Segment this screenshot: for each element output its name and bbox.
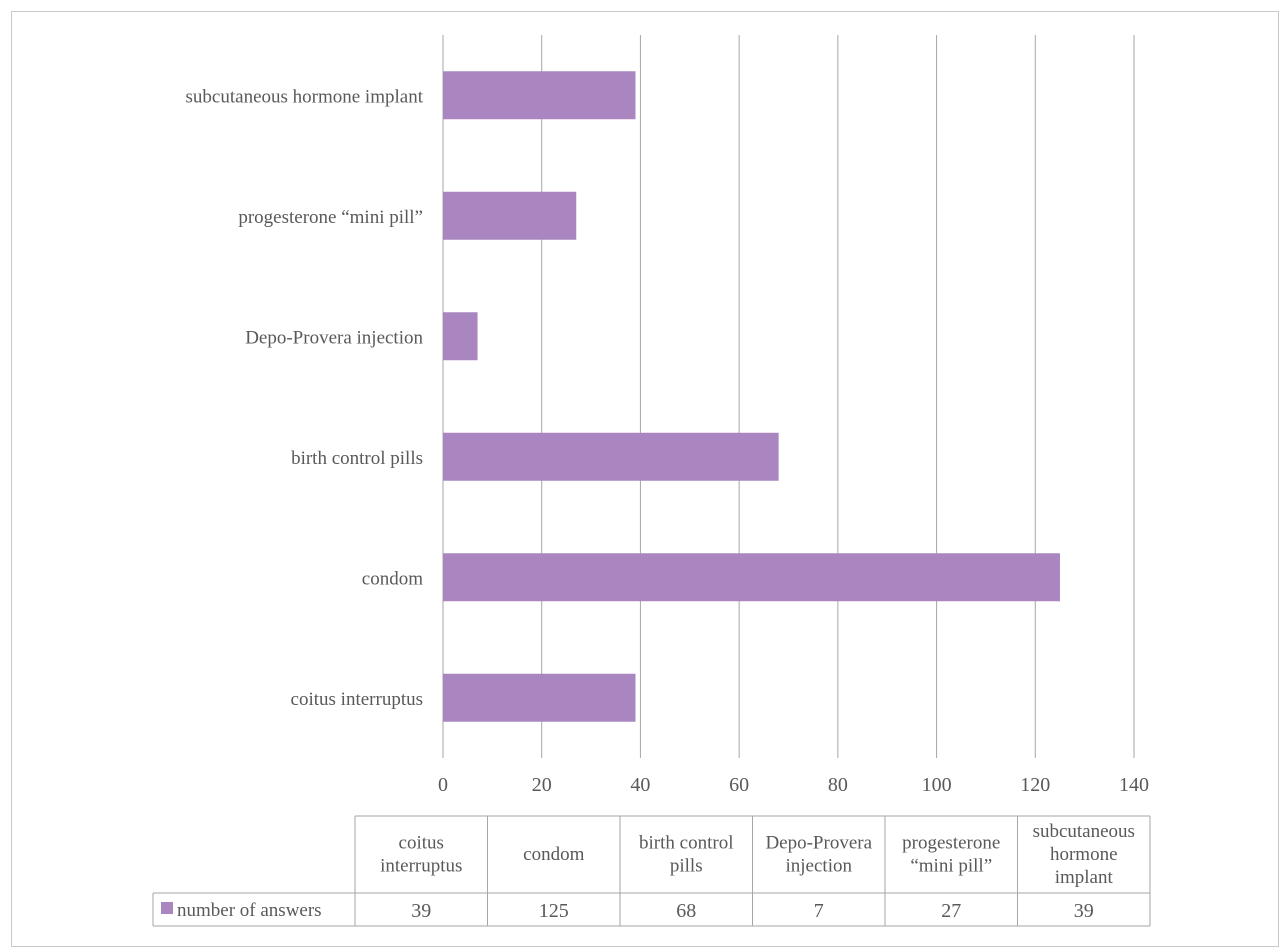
bar-5	[443, 71, 636, 120]
bars	[443, 71, 1060, 722]
x-tick-label: 0	[438, 774, 448, 796]
category-labels: coitus interruptus condom birth control pi…	[186, 86, 424, 710]
legend-swatch	[161, 902, 173, 914]
category-label: coitus interruptus	[291, 689, 423, 710]
bar-2	[443, 432, 779, 481]
category-label: birth control pills	[291, 448, 423, 469]
table-header-text: “mini pill”	[910, 856, 992, 877]
table-header-text: progesterone	[902, 833, 1000, 854]
x-tick-label: 20	[532, 774, 552, 796]
table-value: 27	[941, 900, 961, 922]
bar-0	[443, 673, 636, 722]
x-tick-label: 80	[828, 774, 848, 796]
table-value: 39	[411, 900, 431, 922]
bar-3	[443, 312, 478, 361]
x-tick-label: 40	[630, 774, 650, 796]
table-value: 39	[1074, 900, 1094, 922]
table-header-text: hormone	[1050, 844, 1118, 865]
x-tick-labels: 0 20 40 60 80 100 120 140	[438, 774, 1149, 796]
table-header-text: interruptus	[380, 856, 462, 877]
gridlines	[442, 35, 1135, 758]
table-header-text: condom	[523, 844, 584, 865]
x-tick-label: 140	[1119, 774, 1149, 796]
bar-1	[443, 553, 1060, 602]
legend-label: number of answers	[177, 900, 322, 921]
table-header-text: birth control	[639, 833, 733, 854]
category-label: subcutaneous hormone implant	[186, 86, 424, 107]
category-label: Depo-Provera injection	[245, 327, 423, 348]
table-value: 7	[814, 900, 824, 922]
x-tick-label: 120	[1020, 774, 1050, 796]
table-header-text: pills	[670, 856, 703, 877]
table-header-text: coitus	[399, 833, 444, 854]
table-value: 68	[676, 900, 696, 922]
bar-4	[443, 191, 577, 240]
x-tick-label: 100	[922, 774, 952, 796]
category-label: condom	[362, 568, 423, 589]
table-header-text: injection	[786, 856, 853, 877]
table-value: 125	[539, 900, 569, 922]
table-header-text: implant	[1055, 867, 1114, 888]
category-label: progesterone “mini pill”	[238, 207, 423, 228]
x-tick-label: 60	[729, 774, 749, 796]
table-header-text: Depo-Provera	[765, 833, 872, 854]
table-header-text: subcutaneous	[1033, 821, 1135, 842]
